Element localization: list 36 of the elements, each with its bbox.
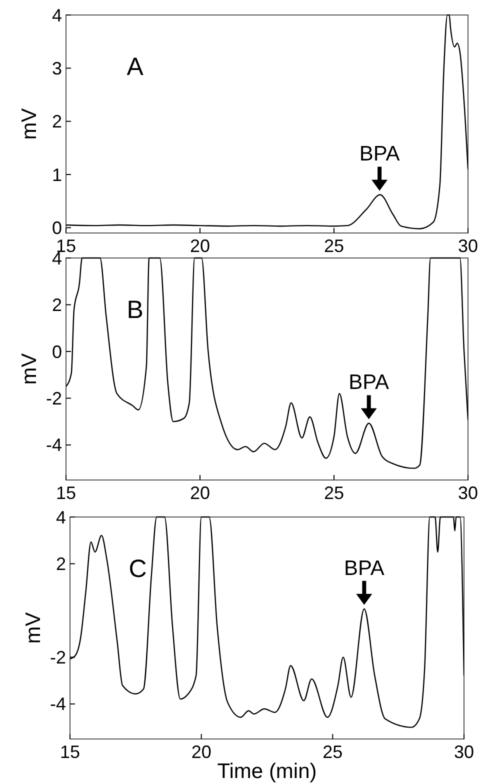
x-tick-label: 30 — [458, 483, 478, 503]
y-tick-label: -4 — [50, 694, 66, 714]
annotation: BPA — [348, 371, 390, 394]
annotation: BPA — [344, 556, 384, 580]
x-tick-label: 15 — [60, 742, 80, 762]
y-tick-label: 2 — [56, 554, 66, 574]
y-tick-label: 4 — [52, 5, 62, 26]
y-tick-label: 4 — [56, 507, 66, 528]
x-tick-label: 20 — [190, 483, 210, 503]
x-tick-label: 20 — [191, 742, 212, 762]
y-tick-label: 3 — [52, 58, 62, 78]
y-axis-title: mV — [22, 612, 45, 644]
line-series — [66, 14, 468, 230]
x-tick-label: 30 — [458, 236, 478, 256]
y-tick-label: 2 — [52, 295, 62, 316]
annotation: B — [126, 296, 144, 324]
annotation: C — [128, 555, 147, 583]
y-tick-label: 0 — [52, 218, 62, 238]
y-tick-label: 2 — [52, 112, 62, 132]
y-axis-title: mV — [18, 108, 41, 140]
annotation: BPA — [359, 142, 400, 166]
y-axis-title: mV — [18, 353, 41, 385]
x-tick-label: 25 — [324, 483, 344, 503]
x-tick-label: 30 — [454, 742, 474, 762]
annotation: A — [126, 53, 144, 81]
line-series — [66, 257, 468, 469]
y-tick-label: -4 — [46, 435, 62, 456]
y-tick-label: 0 — [52, 342, 62, 362]
y-tick-label: -2 — [46, 388, 62, 409]
x-axis-title: Time (min) — [217, 760, 317, 783]
y-tick-label: 1 — [52, 164, 62, 185]
x-tick-label: 20 — [190, 236, 210, 256]
x-tick-label: 25 — [324, 236, 344, 256]
x-tick-label: 15 — [56, 483, 76, 503]
y-tick-label: -2 — [50, 648, 66, 668]
x-tick-label: 25 — [322, 742, 343, 762]
